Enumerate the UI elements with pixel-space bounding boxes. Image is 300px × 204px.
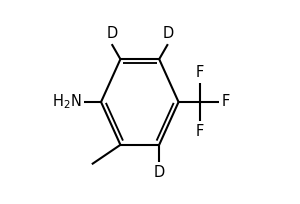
Text: D: D bbox=[154, 165, 165, 180]
Text: F: F bbox=[196, 124, 204, 140]
Text: D: D bbox=[162, 26, 173, 41]
Text: H$_2$N: H$_2$N bbox=[52, 93, 82, 111]
Text: D: D bbox=[106, 26, 117, 41]
Text: F: F bbox=[221, 94, 230, 110]
Text: F: F bbox=[196, 64, 204, 80]
